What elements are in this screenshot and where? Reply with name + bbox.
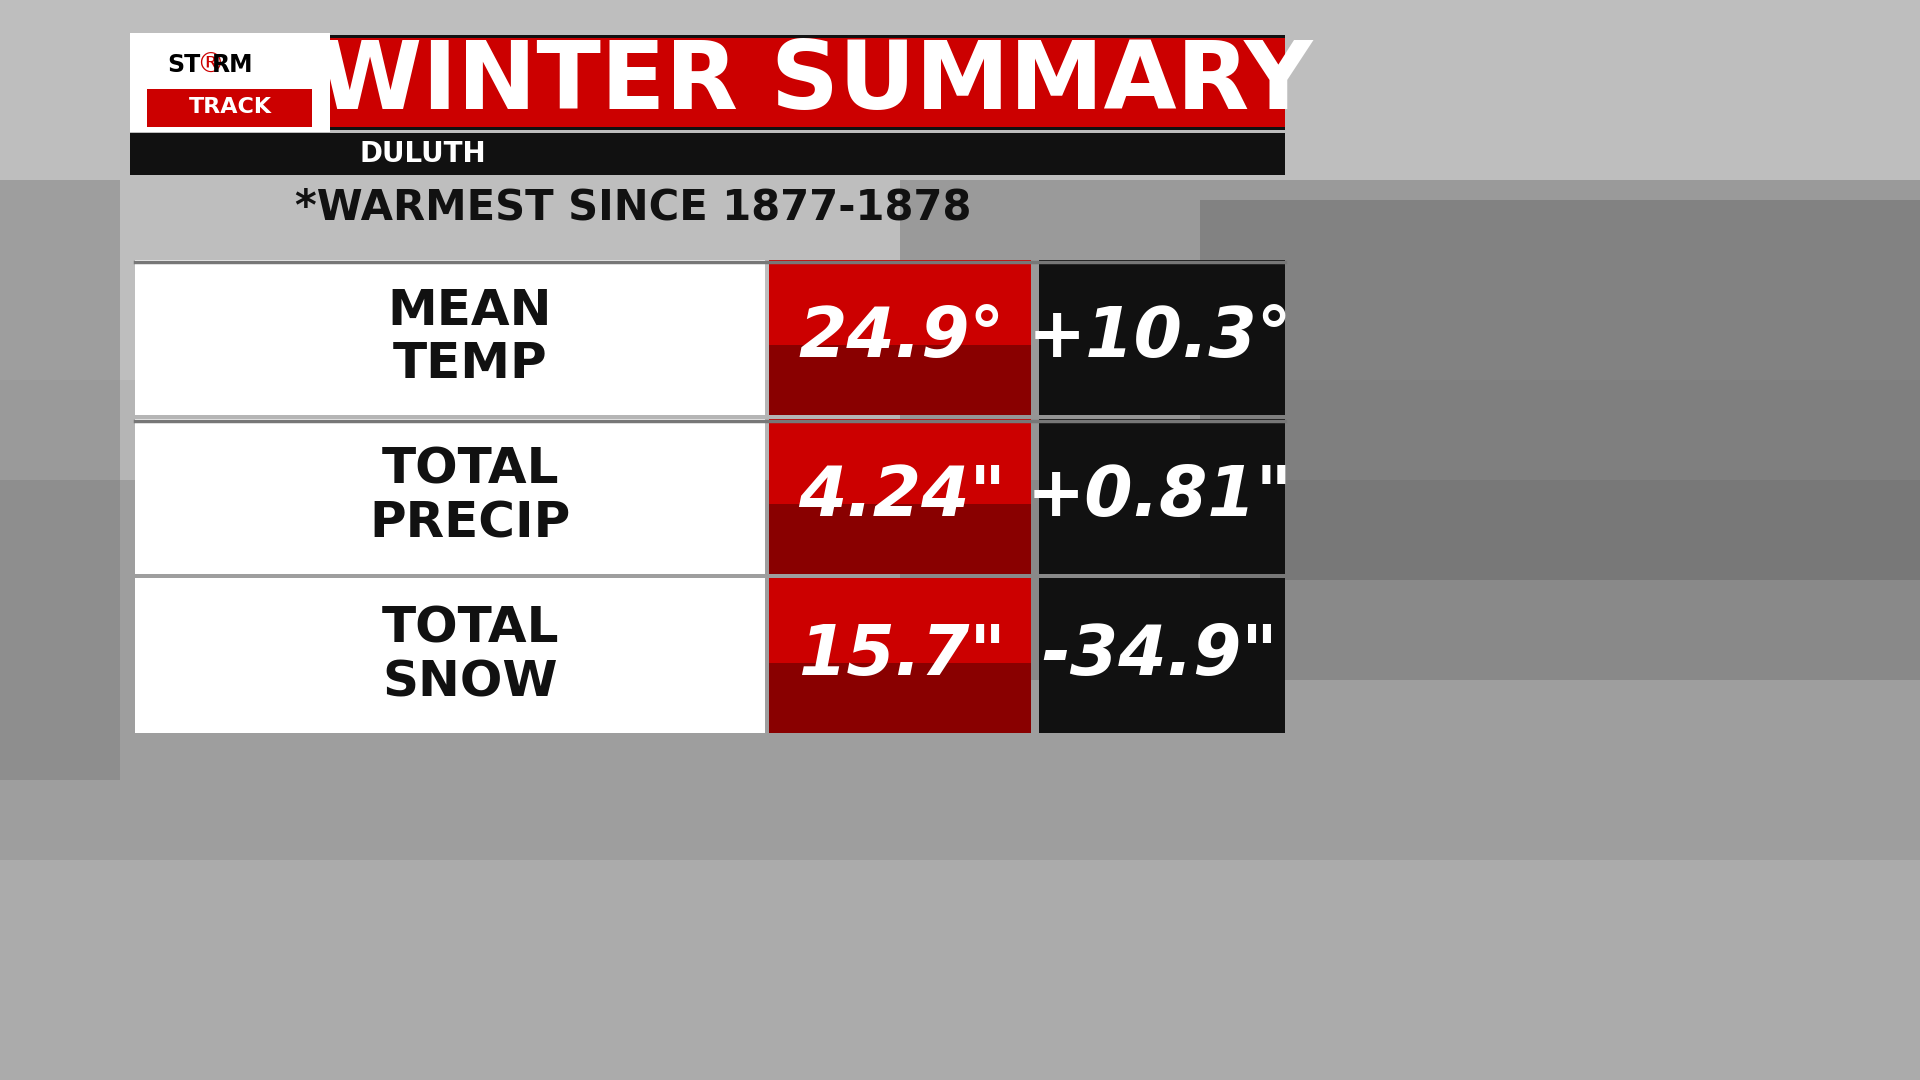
Bar	[1039, 419, 1284, 573]
Text: TOTAL
PRECIP: TOTAL PRECIP	[369, 446, 570, 548]
Bar	[148, 89, 311, 127]
Bar	[900, 180, 1920, 680]
Bar	[0, 860, 1920, 1080]
Bar	[134, 578, 764, 733]
Text: RM: RM	[211, 53, 253, 77]
Bar	[0, 0, 1920, 280]
Bar	[770, 346, 1031, 415]
Bar	[1200, 200, 1920, 580]
Bar	[131, 33, 330, 132]
Text: 4.24": 4.24"	[799, 463, 1006, 530]
Bar	[770, 578, 1031, 733]
Text: 15.7": 15.7"	[799, 622, 1006, 689]
Text: TRACK: TRACK	[188, 97, 271, 117]
Text: WINTER SUMMARY: WINTER SUMMARY	[317, 37, 1311, 129]
Text: +10.3°: +10.3°	[1027, 303, 1292, 372]
Bar	[770, 419, 1031, 573]
Text: ST: ST	[167, 53, 200, 77]
Bar	[1039, 578, 1284, 733]
Bar	[770, 504, 1031, 573]
Bar	[134, 260, 764, 415]
Bar	[0, 0, 1920, 380]
Text: TOTAL
SNOW: TOTAL SNOW	[382, 605, 559, 706]
Text: -34.9": -34.9"	[1043, 622, 1279, 689]
Bar	[131, 133, 1284, 175]
Bar	[0, 0, 1920, 480]
Text: 24.9°: 24.9°	[799, 303, 1006, 372]
Text: *WARMEST SINCE 1877-1878: *WARMEST SINCE 1877-1878	[296, 187, 972, 229]
Bar	[1039, 260, 1284, 415]
Bar	[134, 419, 764, 573]
Text: ®: ®	[196, 51, 225, 79]
Text: MEAN
TEMP: MEAN TEMP	[388, 286, 553, 389]
Text: DULUTH: DULUTH	[361, 140, 486, 168]
Bar	[330, 38, 1284, 127]
Bar	[770, 260, 1031, 415]
Text: +0.81": +0.81"	[1027, 463, 1292, 530]
Bar	[770, 663, 1031, 733]
Bar	[131, 35, 1284, 130]
Bar	[0, 180, 119, 780]
